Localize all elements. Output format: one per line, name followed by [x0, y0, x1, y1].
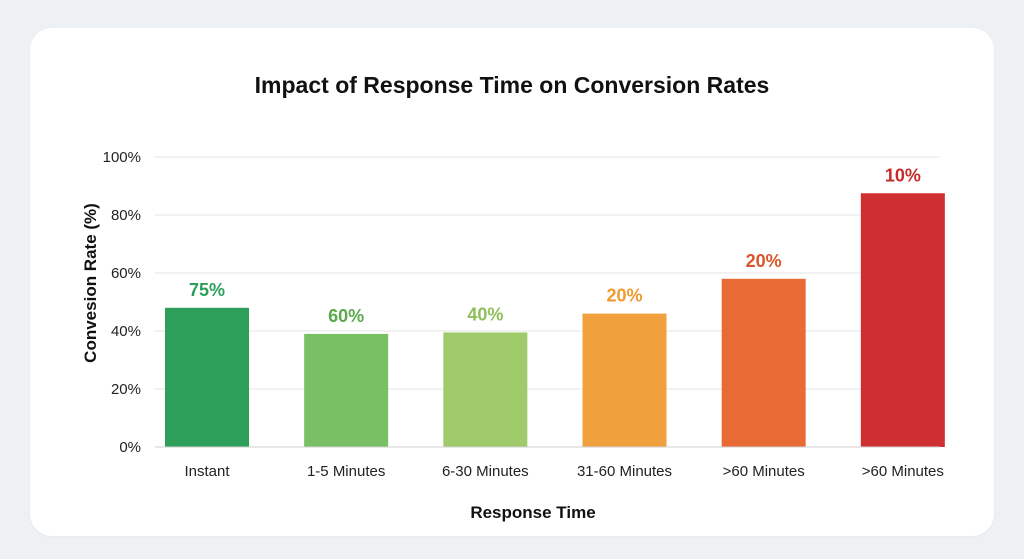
x-axis-title: Response Time	[470, 503, 595, 522]
bar-data-label: 20%	[606, 286, 642, 306]
x-category-label: >60 Minutes	[862, 463, 944, 480]
bars	[165, 193, 945, 447]
y-tick-label: 40%	[111, 323, 141, 340]
chart-card	[30, 28, 994, 536]
chart-title: Impact of Response Time on Conversion Ra…	[255, 72, 770, 98]
y-axis-title: Convesion Rate (%)	[81, 203, 100, 363]
y-tick-label: 0%	[119, 439, 141, 456]
bar-data-label: 20%	[746, 251, 782, 271]
y-tick-label: 100%	[103, 149, 141, 166]
x-category-label: 31-60 Minutes	[577, 463, 672, 480]
x-category-label: 1-5 Minutes	[307, 463, 385, 480]
bar	[443, 332, 528, 447]
bar	[721, 278, 806, 447]
bar	[165, 307, 249, 447]
x-category-label: 6-30 Minutes	[442, 463, 529, 480]
y-tick-label: 80%	[111, 207, 141, 224]
gridlines	[155, 156, 940, 390]
y-tick-label: 60%	[111, 265, 141, 282]
bar	[582, 313, 667, 447]
x-axis-categories: Instant 1-5 Minutes 6-30 Minutes 31-60 Minu…	[184, 463, 943, 480]
bar-data-label: 10%	[885, 165, 921, 185]
y-tick-label: 20%	[111, 381, 141, 398]
bar-data-label: 75%	[189, 280, 225, 300]
y-axis-ticks: 0% 20% 40% 60% 80% 100%	[103, 149, 141, 456]
bar	[304, 333, 389, 447]
bar-data-label: 60%	[328, 306, 364, 326]
x-category-label: Instant	[184, 463, 230, 480]
bar-data-label: 40%	[467, 304, 503, 324]
bar-data-labels: 75% 60% 40% 20% 20% 10%	[189, 165, 921, 326]
x-category-label: >60 Minutes	[723, 463, 805, 480]
bar	[860, 193, 945, 447]
